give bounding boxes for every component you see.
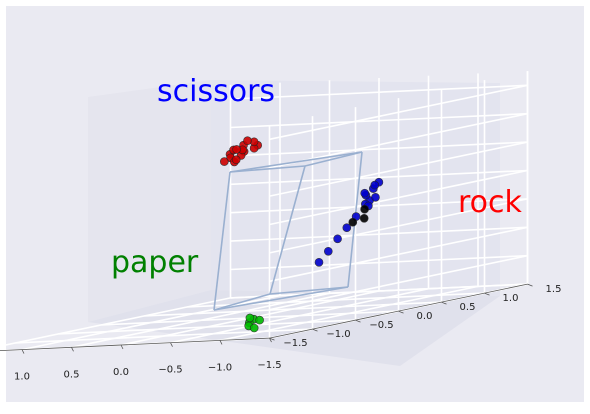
x-tick-label: −0.5 — [158, 365, 182, 376]
projection-box — [213, 151, 363, 311]
grid-line-floor-y — [187, 292, 485, 308]
data-point — [348, 217, 358, 227]
y-tick-mark — [527, 283, 533, 287]
grid-line-floor-y — [230, 283, 528, 299]
x-tick-mark — [120, 344, 124, 350]
box-edge — [269, 286, 349, 295]
annotation-scissors: scissors — [157, 74, 275, 109]
data-point — [370, 180, 380, 190]
data-point — [232, 145, 241, 154]
x-tick-label: 0.5 — [64, 369, 80, 380]
y-tick-mark — [398, 310, 404, 314]
y-tick-label: −1.5 — [283, 338, 307, 349]
x-tick-mark — [21, 349, 25, 354]
data-point — [360, 204, 369, 214]
data-point — [220, 157, 229, 166]
x-tick-label: −1.0 — [208, 362, 232, 373]
y-tick-mark — [484, 292, 490, 296]
data-point — [249, 323, 259, 333]
y-tick-mark — [312, 328, 318, 332]
box-edge — [213, 171, 231, 311]
data-point — [314, 257, 324, 267]
x-tick-mark — [269, 337, 272, 343]
axis-lines — [0, 283, 533, 354]
data-point — [323, 247, 333, 256]
x-tick-mark — [219, 340, 223, 345]
data-point — [342, 223, 352, 232]
data-point — [243, 136, 252, 145]
data-point — [360, 188, 370, 198]
data-point — [255, 315, 264, 325]
data-points — [220, 136, 384, 333]
y-tick-label: −1.0 — [326, 329, 350, 340]
y-tick-label: 0.0 — [417, 311, 433, 322]
y-tick-label: 1.0 — [503, 293, 519, 304]
y-tick-mark — [355, 319, 361, 323]
data-point — [231, 155, 241, 164]
y-tick-mark — [269, 337, 275, 341]
tick-labels: 1.5 1.0 0.5 0.0 −0.5 −1.0 −1.5−1.5 −1.0 −0.5 0.0 0… — [14, 284, 562, 383]
back-left-pane — [88, 80, 211, 322]
annotation-paper: paper — [111, 245, 199, 280]
x-tick-label: 0.0 — [113, 367, 129, 378]
box-edge — [229, 165, 306, 173]
floor-pane — [88, 290, 500, 366]
x-tick-mark — [71, 347, 74, 352]
box-edge — [269, 165, 306, 295]
y-tick-label: 0.5 — [460, 302, 476, 313]
grid-line-floor-y — [144, 301, 442, 317]
box-edge — [229, 151, 363, 173]
data-point — [371, 193, 380, 202]
x-tick-mark — [170, 342, 173, 347]
grid-line-floor-y — [15, 328, 313, 344]
x-tick-label: −1.5 — [257, 360, 281, 371]
grid-line-floor-y — [58, 319, 356, 335]
box-edge — [213, 286, 349, 311]
annotation-rock: rock — [458, 185, 523, 220]
data-point — [245, 313, 255, 323]
box-edge — [304, 151, 363, 167]
y-tick-label: 1.5 — [546, 284, 562, 295]
y-tick-mark — [441, 301, 447, 305]
data-point — [333, 234, 342, 244]
data-point — [359, 214, 369, 223]
x-tick-label: 1.0 — [14, 372, 30, 383]
y-tick-label: −0.5 — [369, 320, 393, 331]
box-edge — [213, 293, 271, 311]
